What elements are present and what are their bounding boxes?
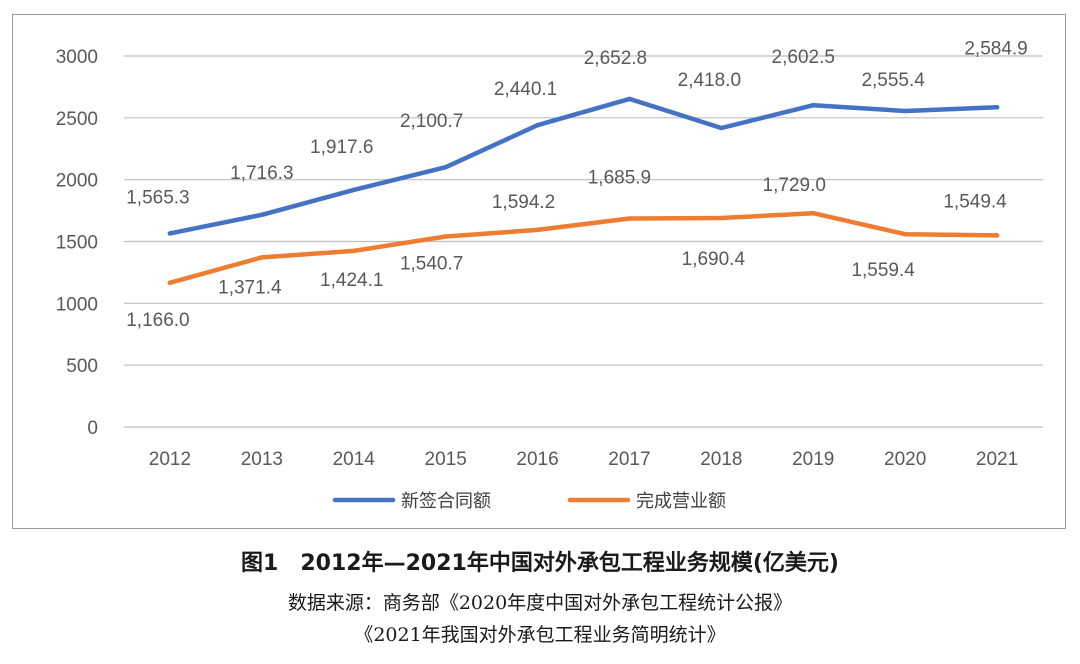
- y-tick-label: 3000: [56, 47, 98, 68]
- data-point: [994, 105, 1000, 110]
- data-point: [443, 165, 448, 170]
- data-point: [535, 123, 540, 128]
- y-tick-label: 1000: [56, 294, 98, 315]
- data-label: 1,917.6: [310, 137, 373, 158]
- x-tick-label: 2015: [425, 449, 467, 470]
- legend-label: 新签合同额: [401, 491, 491, 511]
- data-label: 1,559.4: [851, 260, 915, 281]
- data-point: [719, 125, 724, 131]
- data-point: [351, 248, 356, 254]
- data-label: 2,602.5: [772, 47, 835, 68]
- x-tick-label: 2016: [516, 449, 558, 470]
- x-tick-label: 2014: [333, 449, 376, 470]
- y-tick-label: 2500: [56, 109, 98, 130]
- data-point: [627, 96, 632, 102]
- data-label: 1,716.3: [230, 163, 293, 184]
- data-label: 1,549.4: [943, 191, 1007, 212]
- data-point: [351, 187, 356, 193]
- x-tick-label: 2021: [976, 449, 1018, 470]
- data-source-line-1: 数据来源：商务部《2020年度中国对外承包工程统计公报》: [287, 592, 793, 614]
- data-label: 1,729.0: [763, 175, 826, 196]
- data-label: 2,418.0: [678, 70, 741, 91]
- data-point: [902, 231, 908, 237]
- data-point: [719, 215, 724, 221]
- data-point: [167, 280, 173, 286]
- y-tick-label: 1500: [56, 233, 98, 254]
- data-label: 2,100.7: [400, 111, 463, 132]
- data-point: [811, 210, 816, 216]
- data-label: 2,652.8: [584, 48, 647, 69]
- data-point: [167, 231, 173, 236]
- data-label: 1,540.7: [400, 253, 463, 274]
- data-label: 1,166.0: [126, 310, 189, 331]
- data-point: [902, 108, 908, 114]
- data-point: [994, 233, 1000, 238]
- chart-frame: 0 500 1000 1500 2000 2500 3000 2012 2013 2014 2015…: [12, 14, 1066, 529]
- data-label: 2,584.9: [964, 38, 1027, 59]
- legend-label: 完成营业额: [636, 491, 726, 511]
- data-point: [259, 255, 265, 260]
- series-line-1: [167, 210, 1000, 286]
- line-chart: 0 500 1000 1500 2000 2500 3000 2012 2013 2014 2015…: [56, 38, 1043, 511]
- data-point: [259, 212, 265, 217]
- y-tick-label: 0: [87, 418, 98, 439]
- data-point: [811, 102, 816, 108]
- x-tick-label: 2017: [608, 449, 650, 470]
- data-label: 1,690.4: [682, 249, 746, 270]
- series-line-0: [167, 96, 1000, 236]
- data-label: 1,565.3: [126, 187, 189, 208]
- x-tick-label: 2012: [149, 449, 191, 470]
- data-source-line-2: 《2021年我国对外承包工程业务简明统计》: [354, 624, 726, 646]
- data-label: 1,371.4: [218, 277, 282, 298]
- figure-title: 图1 2012年—2021年中国对外承包工程业务规模(亿美元): [241, 551, 839, 576]
- data-label: 1,424.1: [320, 270, 383, 291]
- x-tick-label: 2018: [700, 449, 742, 470]
- y-tick-label: 500: [66, 356, 98, 377]
- data-label: 2,555.4: [861, 70, 925, 91]
- data-point: [535, 227, 540, 233]
- data-label: 1,685.9: [588, 168, 651, 189]
- x-tick-label: 2013: [241, 449, 283, 470]
- x-tick-label: 2020: [884, 449, 926, 470]
- data-label: 2,440.1: [494, 79, 557, 100]
- data-point: [443, 234, 448, 239]
- data-label: 1,594.2: [492, 192, 555, 213]
- y-tick-label: 2000: [56, 171, 98, 192]
- x-tick-label: 2019: [792, 449, 834, 470]
- data-point: [627, 216, 632, 221]
